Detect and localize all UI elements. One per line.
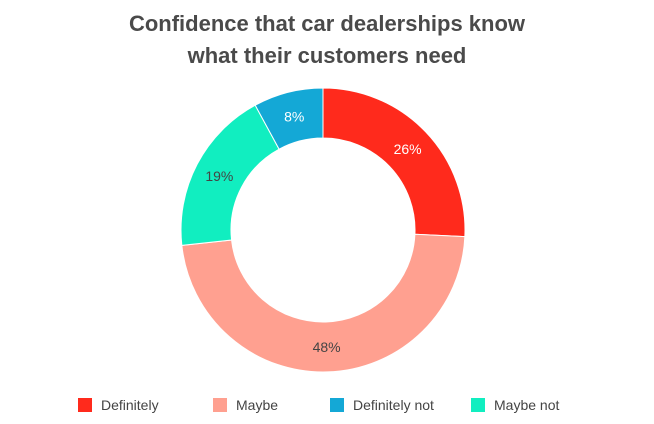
legend-label-maybe-not: Maybe not: [494, 397, 560, 413]
slice-label-definitely-not: 8%: [284, 109, 304, 125]
slice-label-maybe: 48%: [313, 339, 341, 355]
chart-title: Confidence that car dealerships know wha…: [0, 8, 654, 72]
legend-swatch-definitely-not: [330, 398, 344, 412]
legend-item-maybe-not: Maybe not: [471, 394, 559, 416]
legend-label-definitely: Definitely: [101, 397, 159, 413]
slice-definitely: [322, 87, 466, 238]
legend-swatch-maybe: [213, 398, 227, 412]
slice-maybe: [181, 233, 466, 373]
legend-item-definitely-not: Definitely not: [330, 394, 434, 416]
legend-swatch-definitely: [78, 398, 92, 412]
legend-item-definitely: Definitely: [78, 394, 159, 416]
slice-label-definitely: 26%: [394, 141, 422, 157]
legend-swatch-maybe-not: [471, 398, 485, 412]
legend-label-definitely-not: Definitely not: [353, 397, 434, 413]
slice-definitely-not: [254, 87, 324, 150]
legend-item-maybe: Maybe: [213, 394, 278, 416]
legend-label-maybe: Maybe: [236, 397, 279, 413]
chart-title-line-2: what their customers need: [187, 43, 467, 68]
slice-label-maybe-not: 19%: [205, 168, 233, 184]
chart-title-line-1: Confidence that car dealerships know: [128, 11, 526, 36]
